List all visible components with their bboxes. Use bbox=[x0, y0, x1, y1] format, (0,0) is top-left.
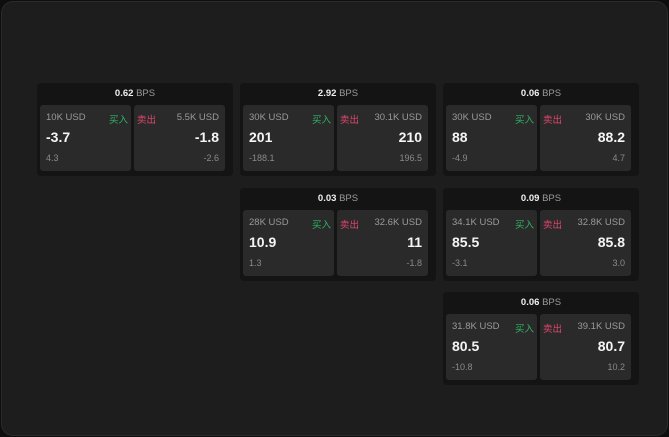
buy-button[interactable]: 34.1K USD 买入 85.5 -3.1 bbox=[446, 210, 537, 276]
buy-label: 买入 bbox=[514, 220, 534, 231]
buy-button[interactable]: 28K USD 买入 10.9 1.3 bbox=[243, 210, 334, 276]
quote-card: 0.03 BPS 28K USD 买入 10.9 1.3 卖出 32.6K US… bbox=[240, 188, 436, 281]
spread-header: 0.03 BPS bbox=[240, 188, 436, 209]
buy-price: -3.7 bbox=[46, 129, 71, 145]
buy-button[interactable]: 30K USD 买入 88 -4.9 bbox=[446, 105, 537, 171]
sell-price: 85.8 bbox=[597, 234, 625, 250]
spread-header: 0.62 BPS bbox=[37, 83, 233, 104]
quote-card: 0.62 BPS 10K USD 买入 -3.7 4.3 卖出 5.5K USD… bbox=[37, 83, 233, 176]
buy-size: 34.1K USD bbox=[452, 217, 500, 228]
sell-change: -1.8 bbox=[406, 258, 422, 268]
sell-change: 3.0 bbox=[612, 258, 625, 268]
sell-price: 210 bbox=[398, 129, 422, 145]
buy-label: 买入 bbox=[108, 115, 128, 126]
sell-price: -1.8 bbox=[194, 129, 219, 145]
buy-label: 买入 bbox=[311, 115, 331, 126]
buy-change: -10.8 bbox=[452, 362, 473, 372]
sell-size: 32.6K USD bbox=[374, 217, 422, 228]
buy-price: 201 bbox=[249, 129, 273, 145]
sell-price: 80.7 bbox=[597, 338, 625, 354]
sell-size: 39.1K USD bbox=[577, 321, 625, 332]
spread-unit: BPS bbox=[542, 193, 562, 204]
spread-unit: BPS bbox=[339, 88, 359, 99]
sell-button[interactable]: 卖出 30K USD 88.2 4.7 bbox=[540, 105, 631, 171]
buy-size: 31.8K USD bbox=[452, 321, 500, 332]
buy-label: 买入 bbox=[311, 220, 331, 231]
sell-change: 4.7 bbox=[612, 153, 625, 163]
spread-unit: BPS bbox=[136, 88, 156, 99]
buy-price: 80.5 bbox=[452, 338, 480, 354]
spread-value: 0.62 bbox=[114, 88, 134, 99]
buy-change: 4.3 bbox=[46, 153, 59, 163]
sell-button[interactable]: 卖出 32.6K USD 11 -1.8 bbox=[337, 210, 428, 276]
sell-button[interactable]: 卖出 5.5K USD -1.8 -2.6 bbox=[134, 105, 225, 171]
buy-change: -3.1 bbox=[452, 258, 468, 268]
buy-size: 10K USD bbox=[46, 112, 86, 123]
spread-value: 0.06 bbox=[520, 297, 540, 308]
spread-unit: BPS bbox=[542, 88, 562, 99]
sell-label: 卖出 bbox=[137, 115, 157, 126]
buy-button[interactable]: 31.8K USD 买入 80.5 -10.8 bbox=[446, 314, 537, 380]
quote-card: 2.92 BPS 30K USD 买入 201 -188.1 卖出 30.1K … bbox=[240, 83, 436, 176]
sell-size: 32.8K USD bbox=[577, 217, 625, 228]
buy-price: 10.9 bbox=[249, 234, 277, 250]
sell-size: 30K USD bbox=[585, 112, 625, 123]
quote-card: 0.09 BPS 34.1K USD 买入 85.5 -3.1 卖出 32.8K… bbox=[443, 188, 639, 281]
spread-value: 2.92 bbox=[317, 88, 337, 99]
spread-header: 0.09 BPS bbox=[443, 188, 639, 209]
buy-label: 买入 bbox=[514, 324, 534, 335]
quote-card: 0.06 BPS 31.8K USD 买入 80.5 -10.8 卖出 39.1… bbox=[443, 292, 639, 385]
spread-header: 0.06 BPS bbox=[443, 83, 639, 104]
buy-price: 85.5 bbox=[452, 234, 480, 250]
buy-button[interactable]: 30K USD 买入 201 -188.1 bbox=[243, 105, 334, 171]
spread-value: 0.06 bbox=[520, 88, 540, 99]
spread-value: 0.03 bbox=[317, 193, 337, 204]
sell-change: 196.5 bbox=[399, 153, 422, 163]
sell-label: 卖出 bbox=[543, 220, 563, 231]
sell-size: 5.5K USD bbox=[176, 112, 219, 123]
sell-label: 卖出 bbox=[340, 220, 360, 231]
spread-header: 2.92 BPS bbox=[240, 83, 436, 104]
buy-button[interactable]: 10K USD 买入 -3.7 4.3 bbox=[40, 105, 131, 171]
buy-change: -188.1 bbox=[249, 153, 275, 163]
buy-label: 买入 bbox=[514, 115, 534, 126]
buy-size: 28K USD bbox=[249, 217, 289, 228]
sell-change: -2.6 bbox=[203, 153, 219, 163]
quote-card: 0.06 BPS 30K USD 买入 88 -4.9 卖出 30K USD 8… bbox=[443, 83, 639, 176]
buy-change: -4.9 bbox=[452, 153, 468, 163]
sell-button[interactable]: 卖出 39.1K USD 80.7 10.2 bbox=[540, 314, 631, 380]
sell-label: 卖出 bbox=[543, 115, 563, 126]
spread-header: 0.06 BPS bbox=[443, 292, 639, 313]
spread-unit: BPS bbox=[542, 297, 562, 308]
sell-button[interactable]: 卖出 30.1K USD 210 196.5 bbox=[337, 105, 428, 171]
buy-size: 30K USD bbox=[452, 112, 492, 123]
sell-price: 88.2 bbox=[597, 129, 625, 145]
sell-label: 卖出 bbox=[543, 324, 563, 335]
sell-button[interactable]: 卖出 32.8K USD 85.8 3.0 bbox=[540, 210, 631, 276]
sell-size: 30.1K USD bbox=[374, 112, 422, 123]
sell-label: 卖出 bbox=[340, 115, 360, 126]
buy-price: 88 bbox=[452, 129, 468, 145]
sell-price: 11 bbox=[407, 234, 422, 250]
sell-change: 10.2 bbox=[607, 362, 625, 372]
spread-value: 0.09 bbox=[520, 193, 540, 204]
buy-change: 1.3 bbox=[249, 258, 262, 268]
spread-unit: BPS bbox=[339, 193, 359, 204]
buy-size: 30K USD bbox=[249, 112, 289, 123]
